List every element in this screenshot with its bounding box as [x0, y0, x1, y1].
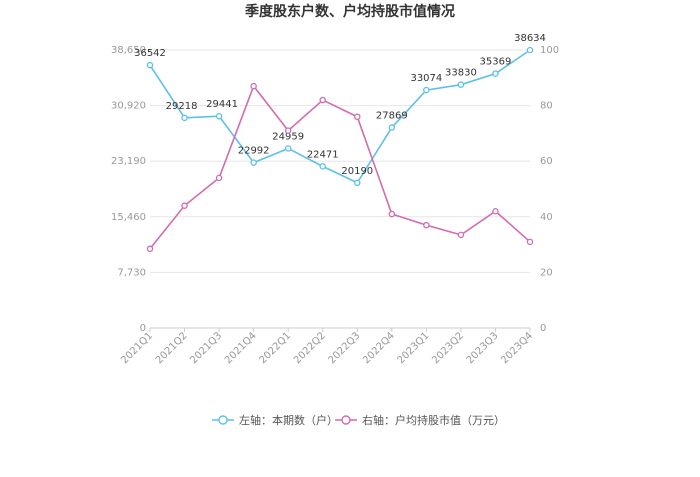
data-label: 36542 [134, 48, 166, 59]
legend-marker [218, 415, 228, 425]
data-point[interactable] [388, 124, 396, 131]
data-point[interactable] [284, 145, 292, 152]
right-tick-label: 20 [540, 267, 553, 278]
data-point[interactable] [526, 238, 534, 246]
data-point[interactable] [215, 112, 223, 120]
legend-label: 左轴：本期数（户） [239, 413, 338, 427]
x-tick-label: 2023Q3 [465, 330, 501, 366]
x-tick-label: 2021Q3 [188, 330, 224, 366]
x-axis: 2021Q12021Q22021Q32021Q42022Q12022Q22022… [119, 327, 535, 366]
data-point[interactable] [354, 113, 361, 120]
data-point[interactable] [215, 174, 223, 182]
series-line-holding-value [149, 84, 531, 250]
data-point[interactable] [319, 163, 326, 170]
x-tick-label: 2022Q2 [292, 330, 328, 366]
data-point[interactable] [146, 245, 154, 253]
x-tick-label: 2022Q1 [257, 330, 293, 366]
left-tick-label: 30,920 [111, 101, 146, 112]
right-axis: 0 20 40 60 80 100 [540, 45, 559, 334]
left-tick-label: 0 [140, 323, 146, 334]
data-point[interactable] [250, 159, 257, 166]
data-point[interactable] [526, 46, 534, 54]
right-tick-label: 80 [540, 101, 553, 112]
data-label: 22992 [238, 146, 270, 157]
series-line-households [149, 49, 531, 184]
right-tick-label: 0 [540, 323, 546, 334]
legend-item-holding-value[interactable]: 右轴：户均持股市值（万元） [335, 413, 505, 427]
x-tick-label: 2021Q4 [223, 330, 259, 366]
data-label: 27869 [376, 111, 408, 122]
left-tick-label: 38,650 [111, 45, 146, 56]
data-point[interactable] [457, 81, 465, 88]
data-point[interactable] [181, 114, 188, 122]
data-point[interactable] [423, 86, 430, 94]
series-right-line-group [146, 82, 534, 253]
x-tick-label: 2021Q2 [154, 330, 190, 366]
data-point[interactable] [250, 82, 257, 90]
data-point[interactable] [181, 202, 188, 209]
data-label: 33830 [445, 68, 477, 79]
data-label: 22471 [307, 149, 339, 160]
data-label: 29441 [206, 99, 238, 110]
data-point[interactable] [354, 179, 361, 187]
left-tick-label: 23,190 [111, 156, 146, 167]
data-point[interactable] [492, 207, 499, 215]
data-point[interactable] [492, 70, 499, 77]
data-point[interactable] [423, 221, 430, 229]
data-point[interactable] [388, 210, 396, 218]
legend-marker [341, 415, 351, 425]
right-tick-label: 60 [540, 156, 553, 167]
x-tick-label: 2022Q3 [327, 330, 363, 366]
data-point[interactable] [284, 127, 292, 134]
right-tick-label: 100 [540, 45, 559, 56]
data-point[interactable] [146, 61, 154, 69]
data-label: 29218 [166, 101, 198, 112]
left-tick-label: 15,460 [111, 212, 146, 223]
legend-item-households[interactable]: 左轴：本期数（户） [212, 413, 338, 427]
right-tick-label: 40 [540, 212, 553, 223]
data-point[interactable] [319, 96, 326, 104]
legend[interactable]: 左轴：本期数（户） 右轴：户均持股市值（万元） [212, 413, 505, 427]
data-label: 24959 [272, 131, 304, 142]
left-axis: 0 7,730 15,460 23,190 30,920 38,650 [111, 45, 146, 334]
x-tick-label: 2023Q2 [430, 330, 466, 366]
grid [150, 49, 530, 329]
left-tick-label: 7,730 [117, 267, 146, 278]
x-tick-label: 2023Q1 [396, 330, 432, 366]
x-tick-label: 2023Q4 [499, 330, 535, 366]
data-label: 35369 [480, 57, 512, 68]
legend-label: 右轴：户均持股市值（万元） [362, 413, 505, 427]
data-label: 33074 [410, 73, 442, 84]
x-tick-label: 2021Q1 [119, 330, 155, 366]
data-label: 20190 [341, 166, 373, 177]
data-point[interactable] [457, 231, 465, 239]
data-label: 38634 [514, 33, 546, 44]
chart-title: 季度股东户数、户均持股市值情况 [244, 3, 455, 20]
x-tick-label: 2022Q4 [361, 330, 397, 366]
